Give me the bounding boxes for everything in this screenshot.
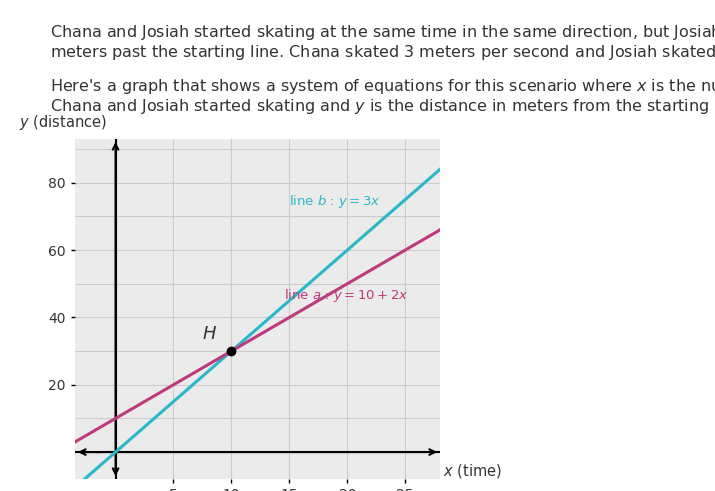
Text: Here's a graph that shows a system of equations for this scenario where $x$ is t: Here's a graph that shows a system of eq… bbox=[50, 77, 715, 96]
Text: line $b$ : $y = 3x$: line $b$ : $y = 3x$ bbox=[290, 192, 381, 210]
Text: Chana and Josiah started skating and $y$ is the distance in meters from the star: Chana and Josiah started skating and $y$… bbox=[50, 97, 715, 116]
Text: $\it{H}$: $\it{H}$ bbox=[202, 325, 217, 343]
Text: line $a$ : $y = 10 + 2x$: line $a$ : $y = 10 + 2x$ bbox=[284, 287, 408, 304]
Text: Chana and Josiah started skating at the same time in the same direction, but Jos: Chana and Josiah started skating at the … bbox=[50, 23, 715, 42]
Text: meters past the starting line. Chana skated $3$ meters per second and Josiah ska: meters past the starting line. Chana ska… bbox=[50, 43, 715, 62]
Text: $y$ (distance): $y$ (distance) bbox=[19, 113, 107, 132]
Text: $x$ (time): $x$ (time) bbox=[443, 462, 503, 480]
